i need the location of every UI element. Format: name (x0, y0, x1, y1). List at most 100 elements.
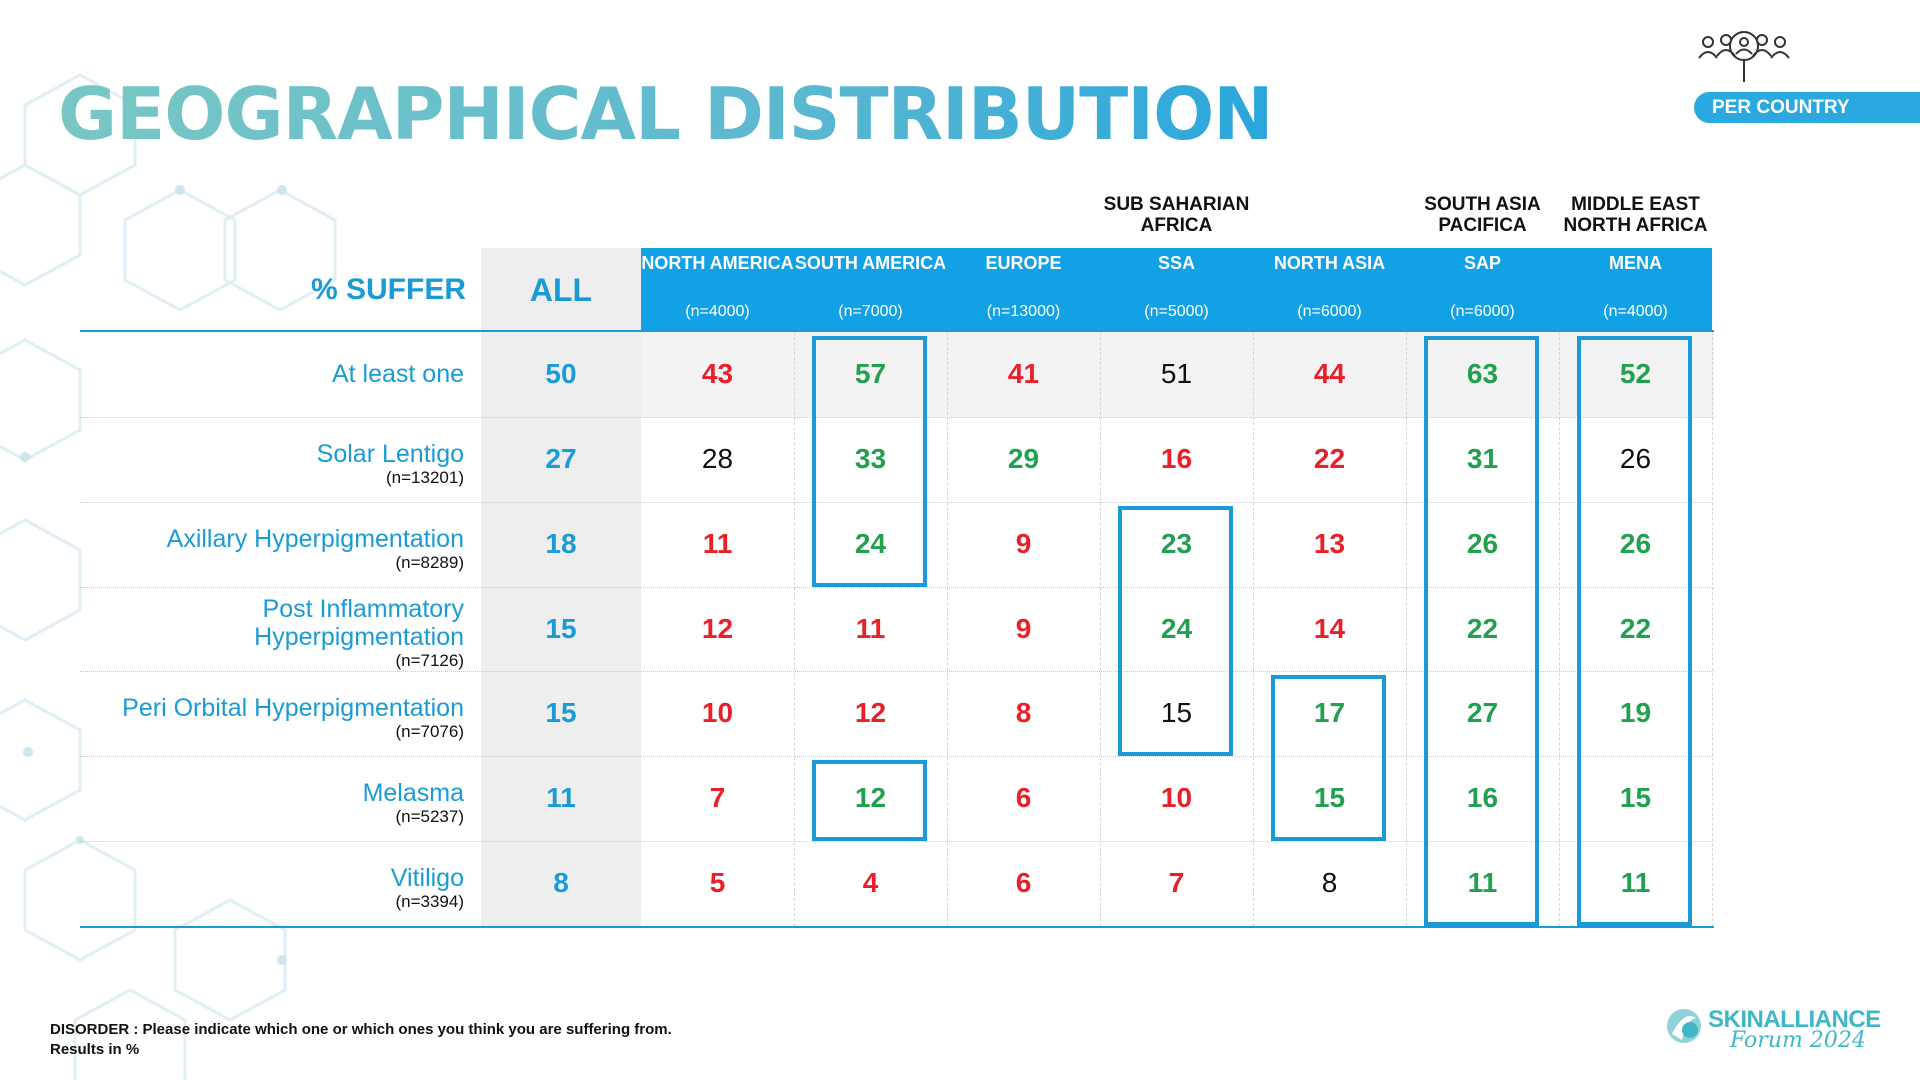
table-cell-value: 22 (1619, 612, 1652, 644)
row-label: Axillary Hyperpigmentation (n=8289) (60, 525, 464, 572)
row-label: Post Inflammatory Hyperpigmentation (n=71… (60, 595, 464, 670)
row-separator (80, 671, 1714, 673)
all-column-header: ALL (481, 248, 641, 330)
table-cell-value: 26 (1619, 442, 1652, 474)
table-cell-value: 23 (1160, 527, 1193, 559)
all-value: 11 (546, 782, 576, 814)
region-full-name: MIDDLE EAST NORTH AFRICA (1563, 194, 1708, 236)
skinalliance-logo-icon (1667, 1009, 1701, 1043)
column-separator (1712, 332, 1713, 926)
all-value: 8 (553, 867, 569, 899)
table-cell-value: 16 (1466, 782, 1499, 814)
all-column-background (481, 332, 641, 926)
highlight-box (1118, 505, 1233, 757)
table-cell-value: 22 (1313, 442, 1346, 474)
table-cell-value: 15 (1619, 782, 1652, 814)
highlight-box (812, 336, 927, 587)
table-cell-value: 12 (854, 697, 887, 729)
column-header-sample: (n=4000) (1603, 303, 1668, 320)
column-header: SAP (n=6000) (1406, 248, 1559, 330)
table-cell-value: 15 (1313, 782, 1346, 814)
table-cell-value: 11 (1467, 867, 1498, 899)
region-full-name: SOUTH ASIA PACIFICA (1424, 194, 1541, 236)
row-separator (80, 586, 1714, 588)
highlight-box (1577, 336, 1692, 926)
all-value: 18 (545, 527, 577, 559)
table-cell-value: 4 (862, 867, 879, 899)
hexagon-background (0, 73, 337, 1080)
column-header-name: NORTH ASIA (1273, 253, 1386, 273)
table-cell-value: 26 (1619, 527, 1652, 559)
row-label-sample: (n=7126) (395, 651, 464, 671)
column-header-name: SAP (1463, 253, 1501, 273)
table-cell-value: 11 (702, 527, 733, 559)
column-header: SOUTH AMERICA (n=7000) (794, 248, 947, 330)
column-header-name: NORTH AMERICA (641, 253, 794, 273)
row-label-sample: (n=5237) (395, 807, 464, 827)
column-separator (1559, 332, 1560, 926)
column-header: SSA (n=5000) (1100, 248, 1253, 330)
column-separator (1100, 332, 1101, 926)
logo-subtitle: Forum 2024 (1730, 1028, 1866, 1053)
table-cell-value: 7 (709, 782, 726, 814)
table-cell-value: 9 (1015, 612, 1032, 644)
table-cell-value: 14 (1313, 612, 1346, 644)
region-full-name: SUB SAHARIAN AFRICA (1103, 194, 1250, 236)
table-cell-value: 28 (701, 442, 734, 474)
column-separator (1406, 332, 1407, 926)
row-separator (80, 416, 1714, 418)
row-label-sample: (n=8289) (395, 552, 464, 572)
column-header: EUROPE (n=13000) (947, 248, 1100, 330)
table-cell-value: 8 (1321, 867, 1338, 899)
table-cell-value: 12 (701, 612, 734, 644)
table-cell-value: 13 (1313, 527, 1346, 559)
header-underline (80, 330, 1714, 332)
table-cell-value: 5 (709, 867, 726, 899)
table-cell-value: 51 (1160, 358, 1193, 389)
row-label: Melasma (n=5237) (60, 779, 464, 826)
row-label-name: Axillary Hyperpigmentation (166, 524, 464, 553)
row-label: At least one (60, 360, 464, 388)
table-cell-value: 43 (701, 358, 734, 389)
table-cell-value: 24 (1160, 612, 1193, 644)
column-separator (947, 332, 948, 926)
row-label-name: Peri Orbital Hyperpigmentation (122, 694, 464, 723)
table-cell-value: 16 (1160, 442, 1193, 474)
row-label-name: At least one (331, 360, 464, 389)
column-header-name: EUROPE (985, 253, 1062, 273)
row-label: Peri Orbital Hyperpigmentation (n=7076) (60, 694, 464, 741)
column-header-sample: (n=6000) (1450, 303, 1515, 320)
all-value: 15 (545, 697, 577, 729)
row-label: Solar Lentigo (n=13201) (60, 440, 464, 487)
logo-name: SKINALLIANCE (1708, 1006, 1881, 1033)
column-header-sample: (n=5000) (1144, 303, 1209, 320)
table-cell-value: 29 (1007, 442, 1040, 474)
table-cell-value: 19 (1619, 697, 1652, 729)
column-separator (1253, 332, 1254, 926)
table-bottom-line (80, 926, 1714, 928)
row-separator (80, 841, 1714, 843)
all-value: 27 (545, 442, 577, 474)
table-cell-value: 7 (1168, 867, 1185, 899)
table-cell-value: 63 (1466, 358, 1499, 389)
column-separator (794, 332, 795, 926)
column-header: MENA (n=4000) (1559, 248, 1712, 330)
table-cell-value: 15 (1160, 697, 1193, 729)
table-cell-value: 27 (1466, 697, 1499, 729)
table-cell-value: 22 (1466, 612, 1499, 644)
footnote: DISORDER : Please indicate which one or … (50, 1020, 672, 1060)
column-header: NORTH AMERICA (n=4000) (641, 248, 794, 330)
row-label-sample: (n=3394) (395, 892, 464, 912)
table-cell-value: 33 (854, 442, 887, 474)
table-cell-value: 12 (854, 782, 887, 814)
table-cell-value: 57 (854, 358, 887, 389)
column-header-name: SSA (1157, 253, 1195, 273)
all-value: 15 (545, 612, 577, 644)
row-label-name: Vitiligo (390, 864, 464, 893)
table-cell-value: 44 (1313, 358, 1346, 389)
row-label-sample: (n=13201) (386, 467, 464, 487)
all-value: 50 (545, 358, 577, 389)
row-label-name: Melasma (362, 779, 464, 808)
row-label-name: Solar Lentigo (316, 439, 464, 468)
